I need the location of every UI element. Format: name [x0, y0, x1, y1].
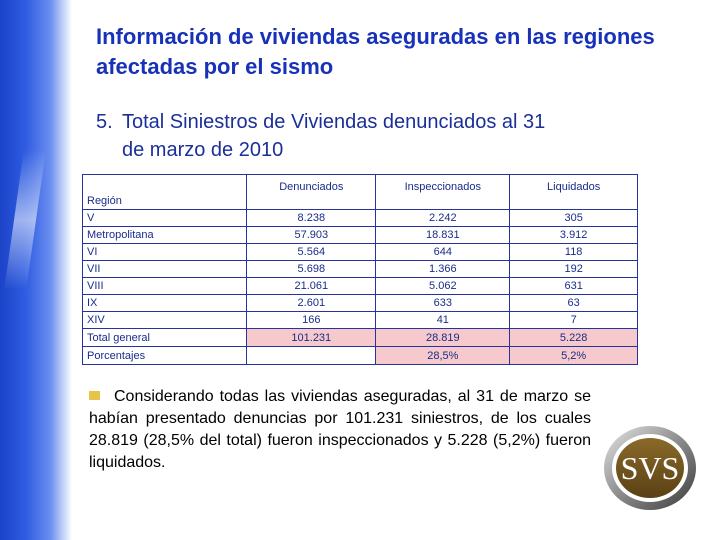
cell-liquidados: 63: [509, 294, 638, 312]
cell-total-inspeccionados: 28.819: [375, 328, 511, 347]
cell-percent-liquidados: 5,2%: [509, 346, 638, 365]
table-row: Metropolitana 57.903 18.831 3.912: [81, 226, 638, 244]
cell-inspeccionados: 5.062: [375, 277, 511, 295]
summary-paragraph: Considerando todas las viviendas asegura…: [89, 386, 591, 474]
decorative-side-band: [0, 0, 72, 540]
table-row: VIII 21.061 5.062 631: [81, 277, 638, 295]
table-percent-row: Porcentajes 28,5% 5,2%: [81, 346, 638, 365]
cell-inspeccionados: 633: [375, 294, 511, 312]
cell-denunciados: 21.061: [246, 277, 377, 295]
cell-denunciados: 166: [246, 311, 377, 329]
cell-liquidados: 7: [509, 311, 638, 329]
cell-inspeccionados: 1.366: [375, 260, 511, 278]
cell-percent-denunciados: [246, 346, 377, 365]
cell-liquidados: 118: [509, 243, 638, 261]
table-row: VI 5.564 644 118: [81, 243, 638, 261]
cell-region: VII: [81, 260, 248, 278]
cell-region: IX: [81, 294, 248, 312]
cell-denunciados: 57.903: [246, 226, 377, 244]
summary-text: Considerando todas las viviendas asegura…: [89, 388, 591, 471]
cell-denunciados: 5.564: [246, 243, 377, 261]
cell-total-liquidados: 5.228: [509, 328, 638, 347]
table-row: V 8.238 2.242 305: [81, 209, 638, 227]
cell-region: XIV: [81, 311, 248, 329]
svs-logo: SVS: [602, 424, 698, 512]
header-region: Región: [81, 174, 248, 210]
claims-table: Región Denunciados Inspeccionados Liquid…: [81, 174, 638, 365]
cell-denunciados: 5.698: [246, 260, 377, 278]
table-total-row: Total general 101.231 28.819 5.228: [81, 328, 638, 347]
section-number: 5.: [96, 111, 113, 133]
cell-liquidados: 192: [509, 260, 638, 278]
page-title: Información de viviendas aseguradas en l…: [96, 24, 655, 79]
cell-denunciados: 2.601: [246, 294, 377, 312]
subtitle-line-1: Total Siniestros de Viviendas denunciado…: [122, 111, 546, 133]
cell-inspeccionados: 2.242: [375, 209, 511, 227]
header-inspeccionados: Inspeccionados: [375, 174, 511, 210]
section-subtitle: 5. Total Siniestros de Viviendas denuncia…: [96, 108, 656, 164]
table-row: XIV 166 41 7: [81, 311, 638, 329]
cell-percent-label: Porcentajes: [81, 346, 248, 365]
cell-region: V: [81, 209, 248, 227]
table-header-row: Región Denunciados Inspeccionados Liquid…: [81, 174, 638, 210]
header-liquidados: Liquidados: [509, 174, 638, 210]
cell-inspeccionados: 644: [375, 243, 511, 261]
cell-inspeccionados: 18.831: [375, 226, 511, 244]
cell-region: Metropolitana: [81, 226, 248, 244]
svs-logo-icon: SVS: [604, 426, 696, 510]
cell-region: VI: [81, 243, 248, 261]
table-row: IX 2.601 633 63: [81, 294, 638, 312]
cell-percent-inspeccionados: 28,5%: [375, 346, 511, 365]
header-denunciados: Denunciados: [246, 174, 377, 210]
cell-total-label: Total general: [81, 328, 248, 347]
cell-denunciados: 8.238: [246, 209, 377, 227]
table-row: VII 5.698 1.366 192: [81, 260, 638, 278]
square-bullet-icon: [89, 391, 100, 400]
cell-total-denunciados: 101.231: [246, 328, 377, 347]
cell-liquidados: 305: [509, 209, 638, 227]
cell-region: VIII: [81, 277, 248, 295]
cell-liquidados: 631: [509, 277, 638, 295]
cell-inspeccionados: 41: [375, 311, 511, 329]
subtitle-line-2: de marzo de 2010: [122, 139, 284, 161]
cell-liquidados: 3.912: [509, 226, 638, 244]
logo-text: SVS: [621, 450, 680, 486]
